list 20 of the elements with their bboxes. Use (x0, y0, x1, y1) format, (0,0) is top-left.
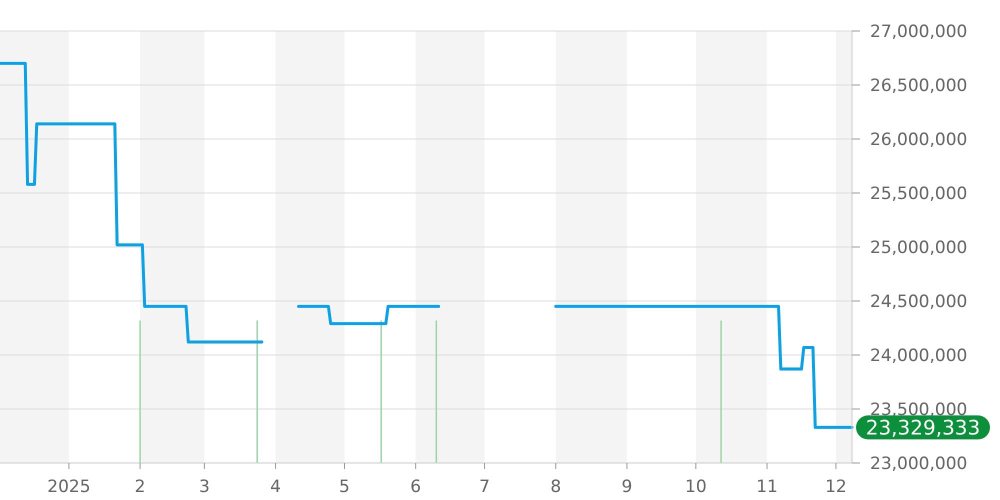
x-tick-label: 8 (550, 477, 562, 497)
y-tick-label: 25,500,000 (870, 184, 968, 204)
x-tick-label: 12 (825, 477, 847, 497)
x-tick-label: 10 (685, 477, 707, 497)
y-tick-label: 24,500,000 (870, 292, 968, 312)
y-tick-label: 27,000,000 (870, 22, 968, 42)
x-tick-label: 2025 (47, 477, 91, 497)
x-tick-label: 9 (622, 477, 632, 497)
x-tick-label: 4 (270, 477, 281, 497)
x-tick-label: 7 (479, 477, 490, 497)
y-tick-label: 26,500,000 (870, 76, 968, 96)
y-tick-label: 25,000,000 (870, 238, 968, 258)
x-tick-label: 3 (198, 477, 210, 497)
x-tick-label: 2 (134, 477, 146, 497)
y-tick-label: 23,000,000 (870, 454, 968, 474)
x-tick-label: 11 (756, 477, 778, 497)
x-tick-label: 6 (410, 477, 422, 497)
x-tick-label: 5 (339, 477, 350, 497)
y-tick-label: 26,000,000 (870, 130, 968, 150)
y-tick-label: 24,000,000 (870, 346, 968, 366)
